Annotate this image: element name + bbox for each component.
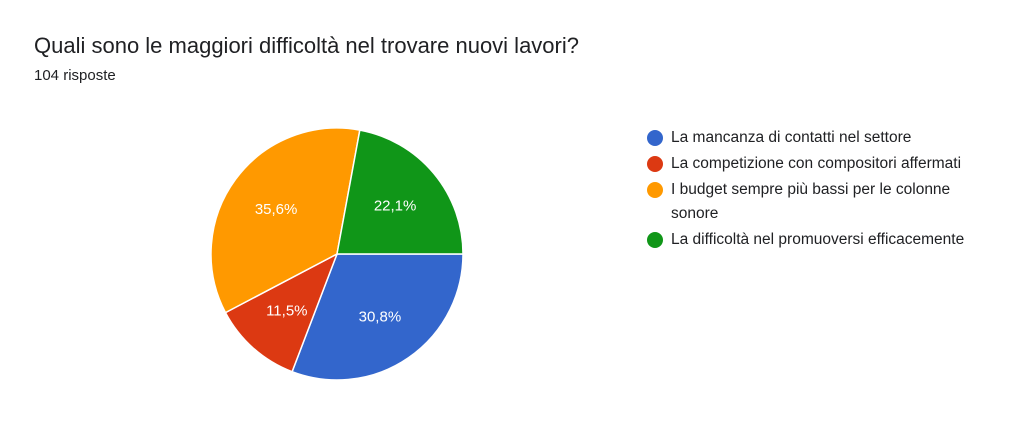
chart-title: Quali sono le maggiori difficoltà nel tr… (34, 33, 579, 58)
slice-percent-label: 22,1% (374, 198, 417, 215)
pie-slice-3[interactable] (210, 127, 361, 314)
slice-percent-label: 35,6% (255, 201, 298, 218)
legend-swatch-icon (647, 232, 663, 248)
legend-swatch-icon (647, 130, 663, 146)
legend-label: La competizione con compositori affermat… (671, 155, 962, 172)
pie-slice-4[interactable] (336, 129, 464, 255)
legend-label: I budget sempre più bassi per le colonne… (671, 181, 951, 222)
pie-slice-1[interactable] (291, 253, 464, 381)
legend-label: La difficoltà nel promuoversi efficaceme… (671, 231, 965, 248)
chart-legend: La mancanza di contatti nel settore La co… (647, 126, 997, 254)
legend-item[interactable]: I budget sempre più bassi per le colonne… (647, 178, 997, 226)
pie-slices (210, 127, 464, 381)
pie-labels: 30,8% 11,5% 35,6% 22,1% (255, 198, 417, 326)
legend-item[interactable]: La mancanza di contatti nel settore (647, 126, 997, 150)
legend-label: La mancanza di contatti nel settore (671, 129, 912, 146)
legend-swatch-icon (647, 156, 663, 172)
legend-item[interactable]: La competizione con compositori affermat… (647, 152, 997, 176)
slice-percent-label: 30,8% (359, 308, 402, 325)
slice-percent-label: 11,5% (266, 303, 307, 320)
response-count: 104 risposte (34, 67, 116, 84)
legend-item[interactable]: La difficoltà nel promuoversi efficaceme… (647, 228, 997, 252)
legend-swatch-icon (647, 182, 663, 198)
pie-slice-2[interactable] (224, 252, 339, 373)
